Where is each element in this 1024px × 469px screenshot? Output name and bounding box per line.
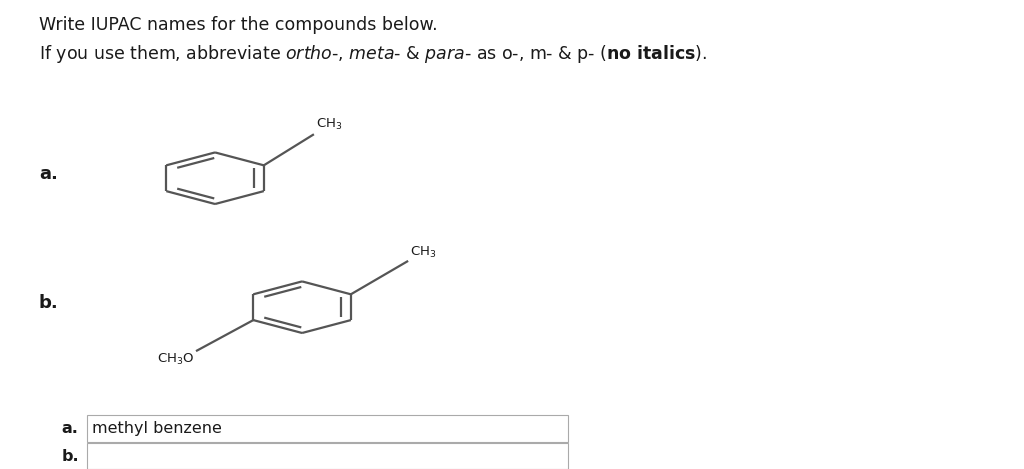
Text: b.: b.	[61, 449, 79, 463]
Text: CH$_3$: CH$_3$	[411, 245, 436, 260]
Text: b.: b.	[39, 294, 58, 311]
Text: CH$_3$: CH$_3$	[316, 117, 342, 133]
Text: CH$_3$O: CH$_3$O	[157, 352, 194, 367]
Text: a.: a.	[39, 165, 57, 182]
Text: methyl benzene: methyl benzene	[92, 421, 222, 436]
Text: a.: a.	[61, 421, 78, 436]
Text: If you use them, abbreviate $\it{ortho}$-, $\it{meta}$- & $\it{para}$- as o-, m-: If you use them, abbreviate $\it{ortho}$…	[39, 43, 708, 65]
Text: Write IUPAC names for the compounds below.: Write IUPAC names for the compounds belo…	[39, 16, 437, 34]
Bar	[87, 443, 568, 469]
Bar	[87, 415, 568, 442]
